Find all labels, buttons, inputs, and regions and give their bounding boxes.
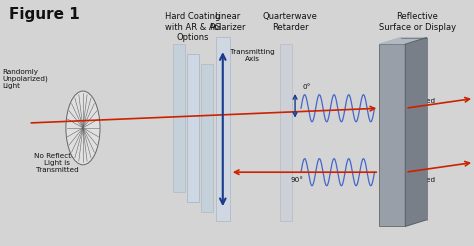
Text: Randomly
Unpolarized)
Light: Randomly Unpolarized) Light xyxy=(2,69,48,89)
Text: 90°: 90° xyxy=(290,177,303,183)
Bar xyxy=(201,64,213,212)
Polygon shape xyxy=(379,38,427,44)
Polygon shape xyxy=(405,38,427,226)
Text: Transmitting
Axis: Transmitting Axis xyxy=(230,49,274,62)
Text: Figure 1: Figure 1 xyxy=(9,7,80,22)
Bar xyxy=(173,44,185,192)
Text: Left
Handed: Left Handed xyxy=(408,91,436,104)
Bar xyxy=(280,44,292,221)
Text: No Reflected
Light is
Transmitted: No Reflected Light is Transmitted xyxy=(34,153,80,172)
Bar xyxy=(379,44,405,226)
Text: Reflective
Surface or Display: Reflective Surface or Display xyxy=(379,12,456,32)
Bar xyxy=(187,54,199,202)
Text: Quarterwave
Retarder: Quarterwave Retarder xyxy=(263,12,318,32)
Bar xyxy=(216,37,230,221)
Text: Right
Handed: Right Handed xyxy=(408,170,436,183)
Text: 0°: 0° xyxy=(302,84,310,90)
Text: Linear
Polarizer: Linear Polarizer xyxy=(209,12,246,32)
Ellipse shape xyxy=(66,91,100,165)
Text: Hard Coating
with AR & AG
Options: Hard Coating with AR & AG Options xyxy=(165,12,221,42)
